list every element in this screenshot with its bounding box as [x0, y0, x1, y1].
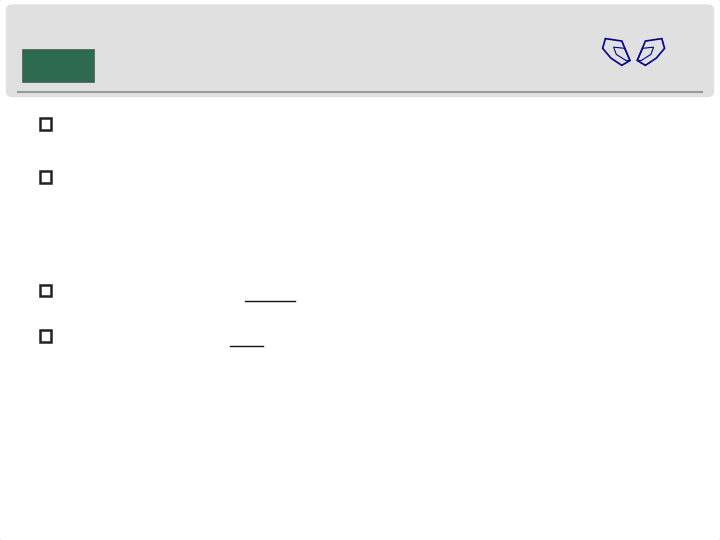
Text: scales.: scales.: [294, 281, 362, 300]
Text: UNIVERSITY OF
SOUTH FLORIDA: UNIVERSITY OF SOUTH FLORIDA: [37, 72, 78, 83]
Text: change with the scale at which they are measured (fractal: change with the scale at which they are …: [58, 349, 615, 368]
Text: understand experimental data.: understand experimental data.: [58, 138, 364, 156]
Text: number, but how the measured values: number, but how the measured values: [264, 327, 619, 345]
Text: one: one: [230, 327, 264, 345]
Text: Ø No Bell Curves: Ø No Bell Curves: [83, 197, 241, 215]
Text: Ø No Moments: Ø No Moments: [83, 220, 220, 239]
Text: Fractals: Fractals: [58, 115, 138, 133]
Text: dimension).: dimension).: [58, 372, 188, 390]
Text: What is real is not: What is real is not: [58, 327, 230, 345]
Text: 35: 35: [683, 515, 697, 525]
Text: Measurements over: Measurements over: [58, 281, 245, 300]
Text: Ø No mean ± s.e.m.: Ø No mean ± s.e.m.: [83, 244, 267, 262]
Text: many: many: [245, 281, 294, 300]
Text: the most basic ways we analyze and: the most basic ways we analyze and: [224, 115, 560, 133]
Text: Fractals: Fractals: [285, 34, 435, 68]
Text: USF: USF: [37, 57, 78, 75]
Text: CHANGE: CHANGE: [138, 115, 224, 133]
Text: Statistical moments may be zero or infinite.: Statistical moments may be zero or infin…: [58, 168, 502, 186]
